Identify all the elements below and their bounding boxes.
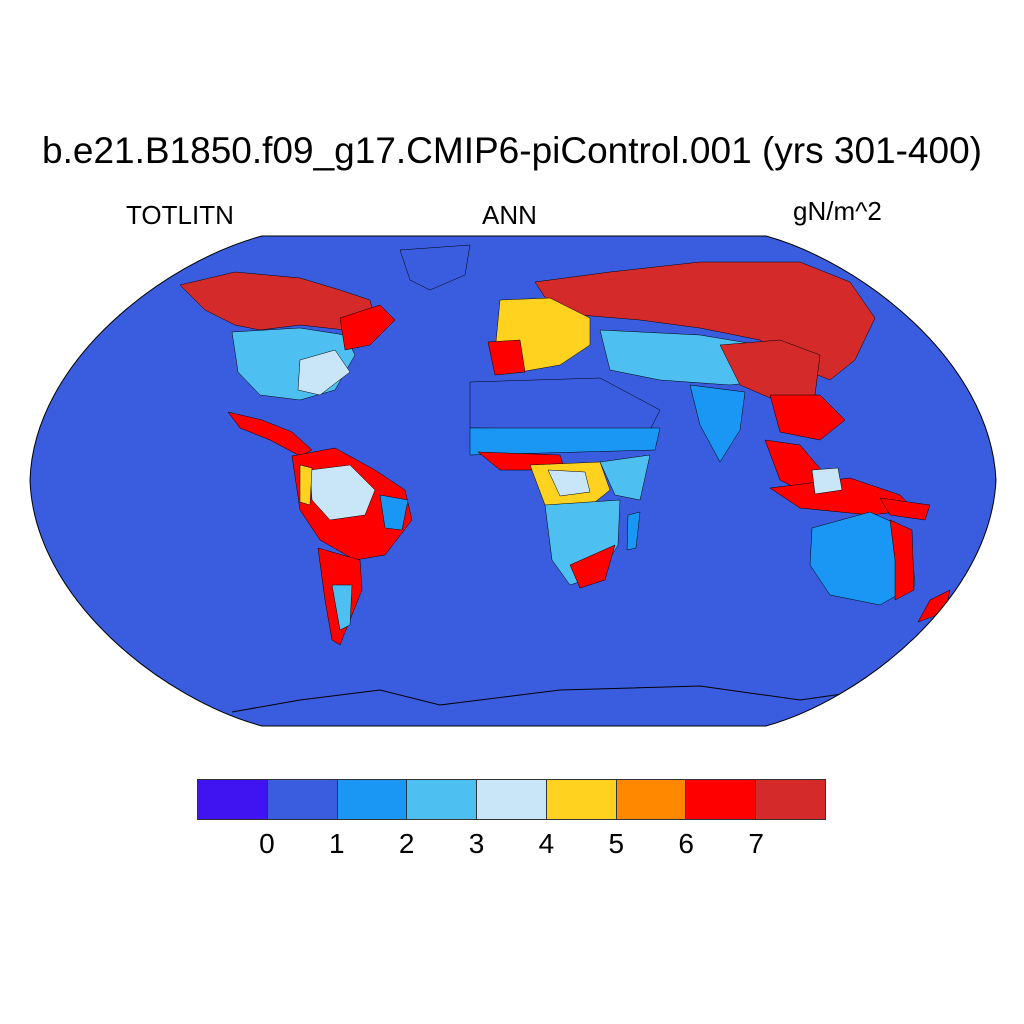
region-sahel	[469, 427, 661, 456]
colorbar-tick-label: 0	[259, 828, 275, 859]
colorbar-segment	[546, 780, 617, 819]
colorbar-tick-label: 4	[538, 828, 555, 859]
colorbar-segment	[756, 780, 826, 819]
colorbar-tick-labels: 0 1 2 3 4 5 6 7	[197, 828, 826, 862]
region-india	[689, 384, 746, 463]
region-north-america-east	[339, 304, 396, 351]
region-patagonia	[331, 584, 353, 631]
colorbar-segment	[407, 780, 478, 819]
region-borneo	[811, 467, 843, 495]
region-south-china	[769, 394, 846, 441]
colorbar-segment	[477, 780, 547, 819]
region-amazon-core	[309, 464, 376, 521]
region-east-africa	[599, 454, 651, 501]
colorbar-tick-label: 7	[748, 828, 764, 859]
colorbar-tick-label: 3	[468, 828, 485, 859]
plot-title: b.e21.B1850.f09_g17.CMIP6-piControl.001 …	[42, 130, 982, 171]
colorbar-tick-label: 5	[608, 828, 625, 859]
region-central-america	[227, 411, 313, 457]
colorbar-segment	[616, 780, 687, 819]
units-label: gN/m^2	[793, 196, 882, 226]
colorbar-tick-label: 1	[328, 828, 345, 859]
colorbar-segment	[686, 780, 757, 819]
region-australia-east	[889, 519, 915, 601]
region-amazon-ring	[299, 464, 313, 506]
region-congo-core	[547, 469, 591, 497]
region-europe-west	[487, 339, 526, 376]
region-us-southeast	[297, 349, 351, 396]
region-new-guinea	[879, 497, 931, 521]
colorbar-tick-label: 2	[398, 828, 415, 859]
colorbar-tick-label: 6	[678, 828, 695, 859]
region-madagascar	[626, 511, 641, 551]
colorbar-segment	[267, 780, 338, 819]
colorbar-segment	[337, 780, 408, 819]
colorbar-segment	[198, 780, 268, 819]
region-greenland	[399, 244, 471, 291]
map-border	[29, 235, 997, 727]
region-brazil-east	[379, 494, 409, 531]
season-label: ANN	[482, 200, 537, 230]
colorbar	[197, 779, 826, 820]
variable-label: TOTLITN	[126, 200, 234, 230]
region-south-africa-coast	[569, 544, 616, 589]
region-sahara	[469, 377, 661, 431]
